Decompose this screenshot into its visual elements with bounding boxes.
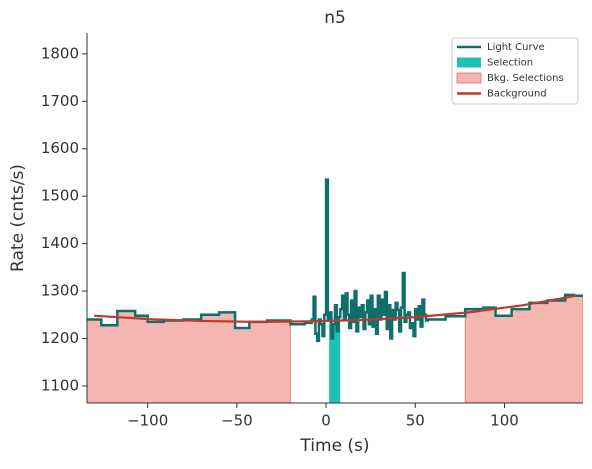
plot-area	[87, 178, 583, 403]
x-tick-label: −50	[221, 412, 253, 430]
legend-label: Bkg. Selections	[487, 73, 564, 84]
y-tick-label: 1700	[41, 92, 79, 110]
x-tick-label: −100	[127, 412, 168, 430]
y-axis-label: Rate (cnts/s)	[8, 164, 28, 272]
legend-label: Selection	[487, 58, 533, 69]
y-tick-label: 1200	[41, 329, 79, 347]
legend-box	[451, 37, 579, 105]
x-axis-label: Time (s)	[299, 436, 369, 456]
y-tick-label: 1100	[41, 376, 79, 394]
x-tick-label: 100	[490, 412, 519, 430]
y-tick-label: 1400	[41, 234, 79, 252]
y-tick-label: 1500	[41, 187, 79, 205]
selection	[329, 305, 341, 403]
legend-label: Light Curve	[487, 42, 545, 53]
legend-swatch	[456, 72, 482, 84]
legend-swatch	[457, 57, 481, 68]
light-curve	[87, 178, 583, 343]
chart-title: n5	[324, 8, 346, 28]
x-tick-label: 50	[406, 412, 425, 430]
x-tick-label: 0	[321, 412, 331, 430]
y-tick-label: 1600	[41, 139, 79, 157]
y-tick-label: 1300	[41, 282, 79, 300]
y-tick-label: 1800	[41, 44, 79, 62]
legend-label: Background	[487, 89, 547, 100]
background-curve	[94, 294, 577, 323]
